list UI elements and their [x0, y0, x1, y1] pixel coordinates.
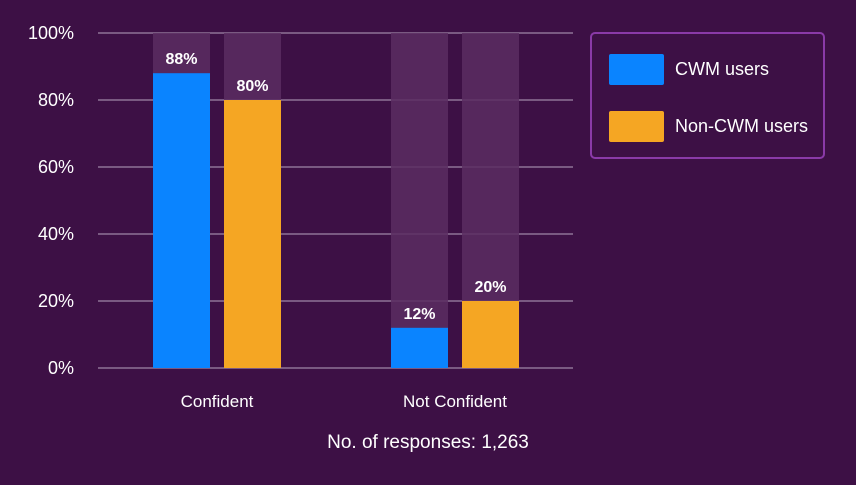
bar-confident-cwm-users	[153, 73, 210, 368]
data-label-not-confident-cwm-users: 12%	[403, 306, 435, 323]
category-labels: Confident Not Confident	[181, 392, 508, 411]
legend-swatch-non-cwm-users	[609, 111, 664, 142]
legend-item-cwm-users: CWM users	[609, 54, 769, 85]
category-label-not-confident: Not Confident	[403, 392, 507, 411]
legend-item-non-cwm-users: Non-CWM users	[609, 111, 808, 142]
data-label-confident-cwm-users: 88%	[165, 51, 197, 68]
y-tick-label-20: 20%	[38, 291, 74, 311]
legend: CWM users Non-CWM users	[590, 32, 825, 159]
y-tick-label-80: 80%	[38, 90, 74, 110]
data-labels: 88% 80% 12% 20%	[165, 51, 506, 323]
legend-swatch-cwm-users	[609, 54, 664, 85]
bar-not-confident-cwm-users	[391, 327, 448, 368]
bar-confident-non-cwm-users	[224, 100, 281, 368]
bar-not-confident-non-cwm-users	[462, 301, 519, 368]
y-tick-label-100: 100%	[28, 23, 74, 43]
y-tick-label-0: 0%	[48, 358, 74, 378]
background-bar-not-confident-cwm-users	[391, 33, 448, 368]
y-axis-tick-labels: 0% 20% 40% 60% 80% 100%	[28, 23, 74, 378]
y-tick-label-40: 40%	[38, 224, 74, 244]
legend-label-cwm-users: CWM users	[675, 59, 769, 79]
responses-footnote: No. of responses: 1,263	[327, 432, 529, 453]
y-tick-label-60: 60%	[38, 157, 74, 177]
category-label-confident: Confident	[181, 392, 254, 411]
legend-label-non-cwm-users: Non-CWM users	[675, 116, 809, 136]
data-bars	[153, 73, 519, 368]
data-label-confident-non-cwm-users: 80%	[236, 78, 268, 95]
data-label-not-confident-non-cwm-users: 20%	[474, 279, 506, 296]
